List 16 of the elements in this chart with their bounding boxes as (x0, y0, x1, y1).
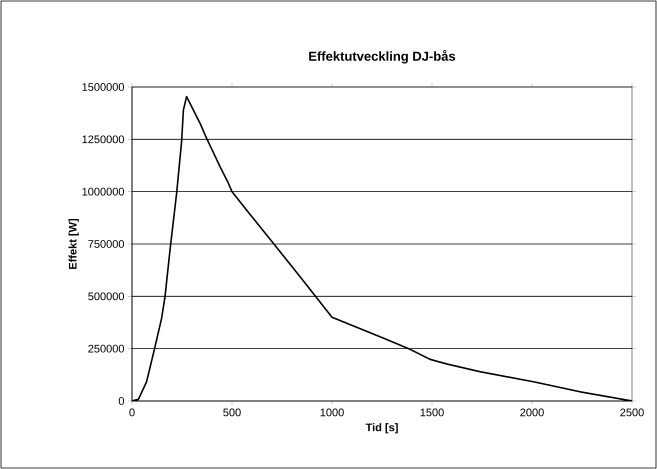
chart-title: Effektutveckling DJ-bås (309, 50, 456, 64)
x-tick-label: 1500 (420, 408, 444, 416)
y-tick-label: 1000000 (82, 188, 124, 196)
x-axis-title: Tid [s] (366, 423, 398, 434)
x-tick-label: 2500 (620, 408, 644, 416)
y-axis-title: Effekt [W] (68, 218, 79, 269)
y-tick-label: 750000 (88, 240, 124, 248)
y-tick-label: 0 (118, 397, 124, 405)
y-tick-label: 1250000 (82, 135, 124, 144)
x-tick-label: 1000 (320, 408, 344, 416)
x-tick-label: 2000 (520, 408, 544, 416)
y-tick-label: 1500000 (82, 83, 124, 91)
y-tick-label: 250000 (88, 344, 124, 353)
x-tick-label: 500 (223, 408, 241, 416)
y-tick-label: 500000 (88, 292, 124, 300)
x-tick-label: 0 (129, 408, 135, 416)
